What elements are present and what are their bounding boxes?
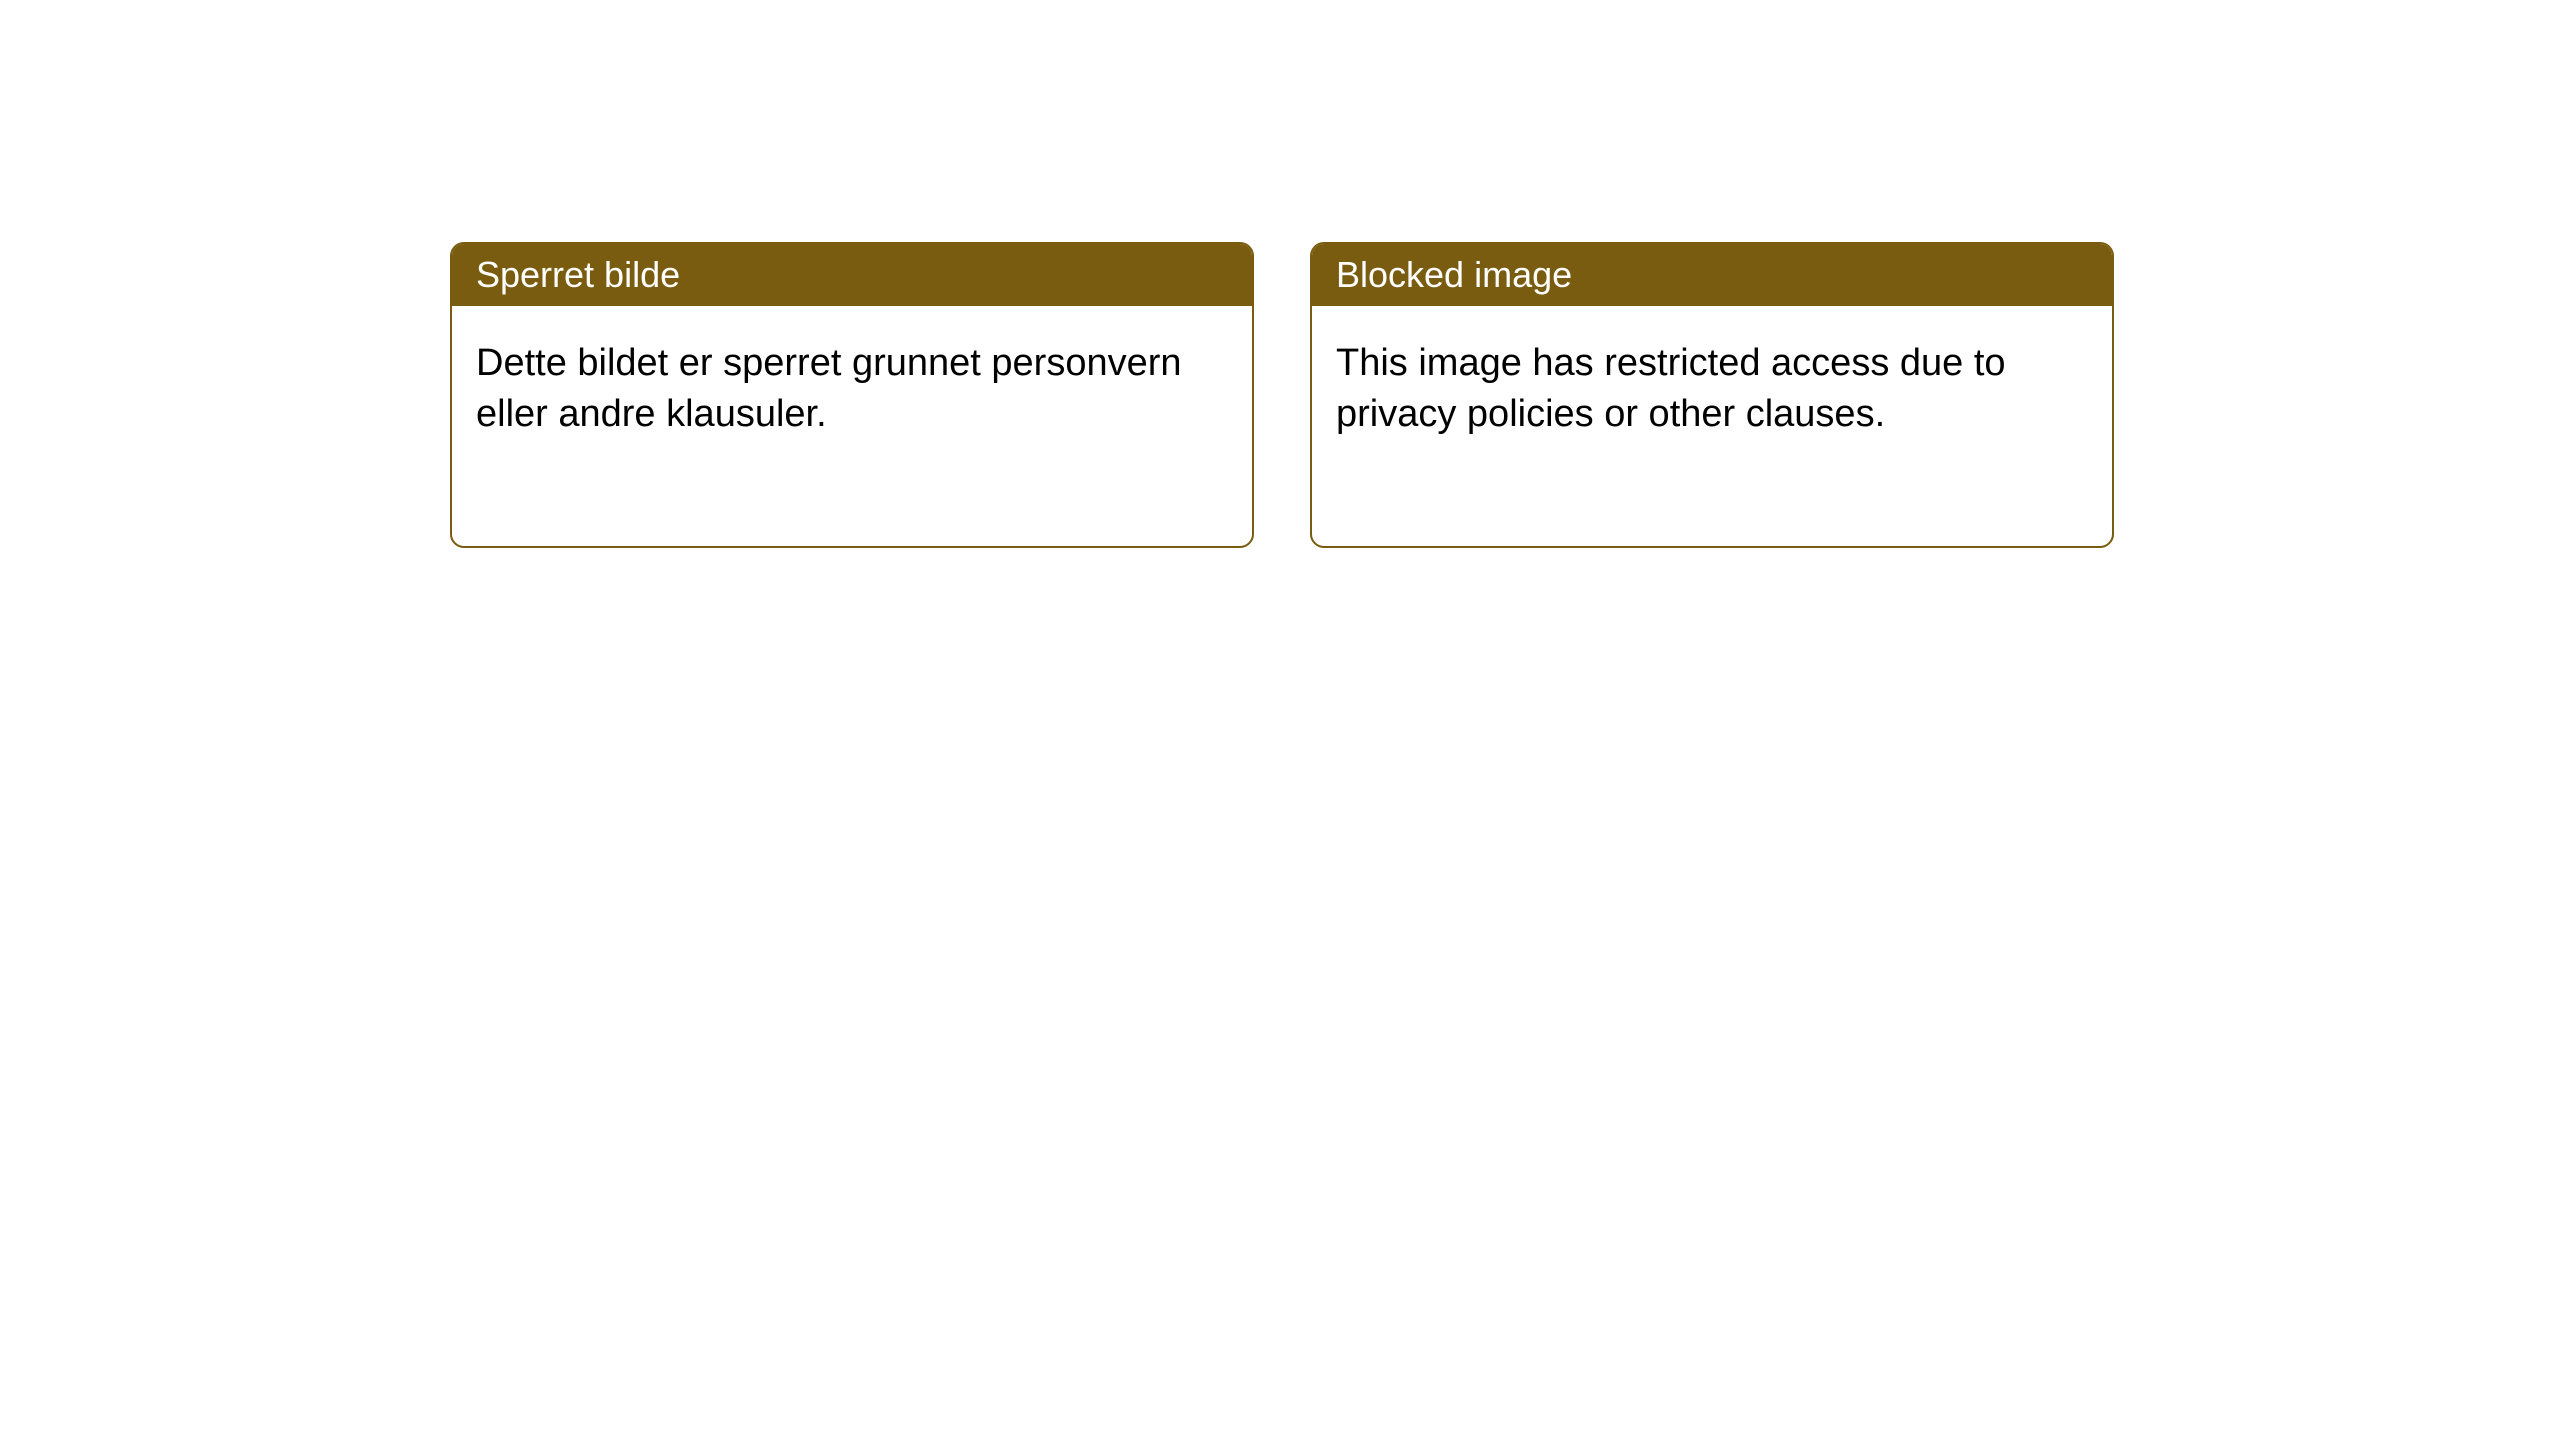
card-header: Sperret bilde: [452, 244, 1252, 306]
card-body: Dette bildet er sperret grunnet personve…: [452, 306, 1252, 546]
card-header: Blocked image: [1312, 244, 2112, 306]
card-body-text: This image has restricted access due to …: [1336, 342, 2006, 435]
notice-cards-container: Sperret bilde Dette bildet er sperret gr…: [450, 242, 2114, 548]
card-body-text: Dette bildet er sperret grunnet personve…: [476, 342, 1182, 435]
notice-card-norwegian: Sperret bilde Dette bildet er sperret gr…: [450, 242, 1254, 548]
card-body: This image has restricted access due to …: [1312, 306, 2112, 546]
card-title: Blocked image: [1336, 254, 1572, 295]
card-title: Sperret bilde: [476, 254, 680, 295]
notice-card-english: Blocked image This image has restricted …: [1310, 242, 2114, 548]
